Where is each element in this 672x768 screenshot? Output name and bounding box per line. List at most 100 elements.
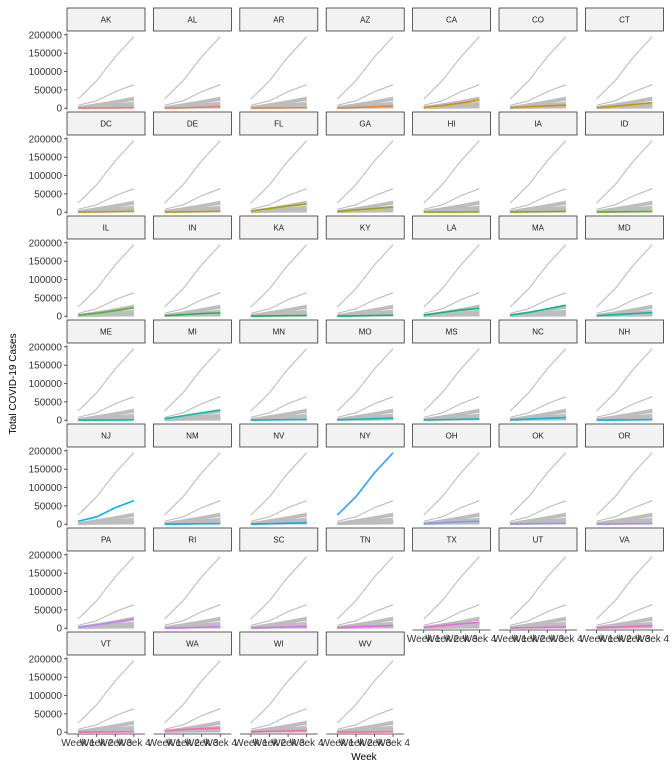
- background-line-mi: [337, 201, 394, 212]
- facet-ka: KA: [239, 215, 319, 317]
- background-line-nj: [78, 708, 135, 730]
- series-line-or: [596, 522, 653, 525]
- background-line-wi: [337, 209, 394, 213]
- background-line-wa: [337, 519, 394, 524]
- background-line-nj: [337, 604, 394, 626]
- background-line-ny: [596, 556, 653, 620]
- background-series: [336, 140, 394, 213]
- series-line-dc: [78, 210, 134, 213]
- facet-strip-label: TN: [360, 536, 371, 545]
- facet-strip: [585, 319, 664, 344]
- background-line-ny: [250, 36, 308, 100]
- y-tick-label: 150000: [29, 361, 63, 372]
- background-line-nj: [423, 292, 480, 314]
- y-axis: 0 50000 100000 150000 200000: [29, 342, 68, 427]
- background-series: [250, 348, 308, 421]
- facet-strip-label: AZ: [360, 16, 370, 25]
- series-line-ny: [336, 452, 394, 516]
- facet-ga: GA: [325, 111, 405, 213]
- facet-strip-label: MO: [359, 328, 372, 337]
- facet-nj: NJ 0 50000 100000 150000 200000: [29, 423, 146, 531]
- series-line-co: [510, 104, 566, 109]
- facet-strip-label: KA: [273, 224, 284, 233]
- facet-strip-label: UT: [533, 536, 544, 545]
- y-tick-label: 100000: [29, 691, 63, 702]
- series-line-md: [596, 311, 653, 317]
- facet-strip: [66, 423, 146, 448]
- facet-strip: [239, 319, 319, 344]
- background-series: [509, 452, 567, 525]
- y-tick-label: 100000: [29, 275, 63, 286]
- series-line-al: [164, 105, 221, 109]
- x-tick-label: Week 2: [166, 738, 200, 749]
- background-line-mi: [164, 201, 221, 212]
- background-line-mi: [423, 201, 480, 212]
- background-line-ny: [596, 348, 653, 412]
- facet-strip: [412, 111, 492, 136]
- background-line-ny: [77, 140, 135, 204]
- background-line-mi: [164, 305, 221, 316]
- background-line-nj: [250, 396, 307, 418]
- y-tick-label: 100000: [29, 587, 63, 598]
- facet-strip-label: NJ: [101, 432, 111, 441]
- background-series: [250, 244, 308, 317]
- background-line-nj: [423, 188, 480, 210]
- background-line-wa: [510, 207, 566, 212]
- facet-strip: [498, 7, 578, 32]
- background-series: [250, 660, 308, 733]
- facet-strip-label: CO: [532, 16, 544, 25]
- series-line-ct: [596, 101, 653, 109]
- facet-strip-label: NC: [532, 328, 544, 337]
- facet-ny: NY: [325, 423, 405, 525]
- facet-co: CO: [498, 7, 578, 109]
- y-tick-label: 200000: [29, 238, 63, 249]
- background-line-nj: [250, 292, 307, 314]
- series-line-mo: [337, 417, 394, 421]
- facet-strip-label: OR: [618, 432, 630, 441]
- background-series: [164, 36, 221, 109]
- background-line-wa: [337, 415, 394, 420]
- background-line-ny: [164, 556, 221, 620]
- background-line-ny: [509, 556, 567, 620]
- background-line-wa: [510, 103, 566, 108]
- y-tick-label: 0: [56, 728, 62, 739]
- background-series: [164, 140, 221, 213]
- background-series: [250, 452, 308, 525]
- background-line-ny: [77, 452, 135, 516]
- background-line-wa: [164, 103, 221, 108]
- series-line-ri: [164, 625, 221, 629]
- series-line-sc: [250, 625, 307, 629]
- background-series: [336, 660, 394, 733]
- series-line-wi: [250, 729, 307, 733]
- facet-strip: [412, 423, 492, 448]
- y-tick-label: 150000: [29, 49, 63, 60]
- background-series: [250, 140, 308, 213]
- facet-strip-label: WV: [359, 640, 373, 649]
- background-series: [77, 348, 135, 421]
- background-line-wa: [596, 623, 653, 628]
- x-tick-label: Week 3: [271, 738, 305, 749]
- facet-strip-label: TX: [446, 536, 457, 545]
- series-line-ok: [510, 522, 566, 525]
- x-tick-label: Week 3: [185, 738, 219, 749]
- background-series: [596, 244, 653, 317]
- series-line-ga: [337, 206, 394, 213]
- background-line-mi: [337, 409, 394, 420]
- y-tick-label: 0: [56, 312, 62, 323]
- background-line-nj: [510, 604, 567, 626]
- facet-strip: [239, 215, 319, 240]
- facet-strip-label: IN: [188, 224, 196, 233]
- series-line-in: [164, 312, 221, 317]
- background-line-nj: [250, 604, 307, 626]
- y-tick-label: 150000: [29, 257, 63, 268]
- y-tick-label: 50000: [34, 397, 62, 408]
- facet-or: OR: [585, 423, 664, 525]
- x-tick-label: Week 1: [234, 738, 268, 749]
- facet-strip-label: ID: [620, 120, 628, 129]
- background-line-wa: [78, 207, 134, 212]
